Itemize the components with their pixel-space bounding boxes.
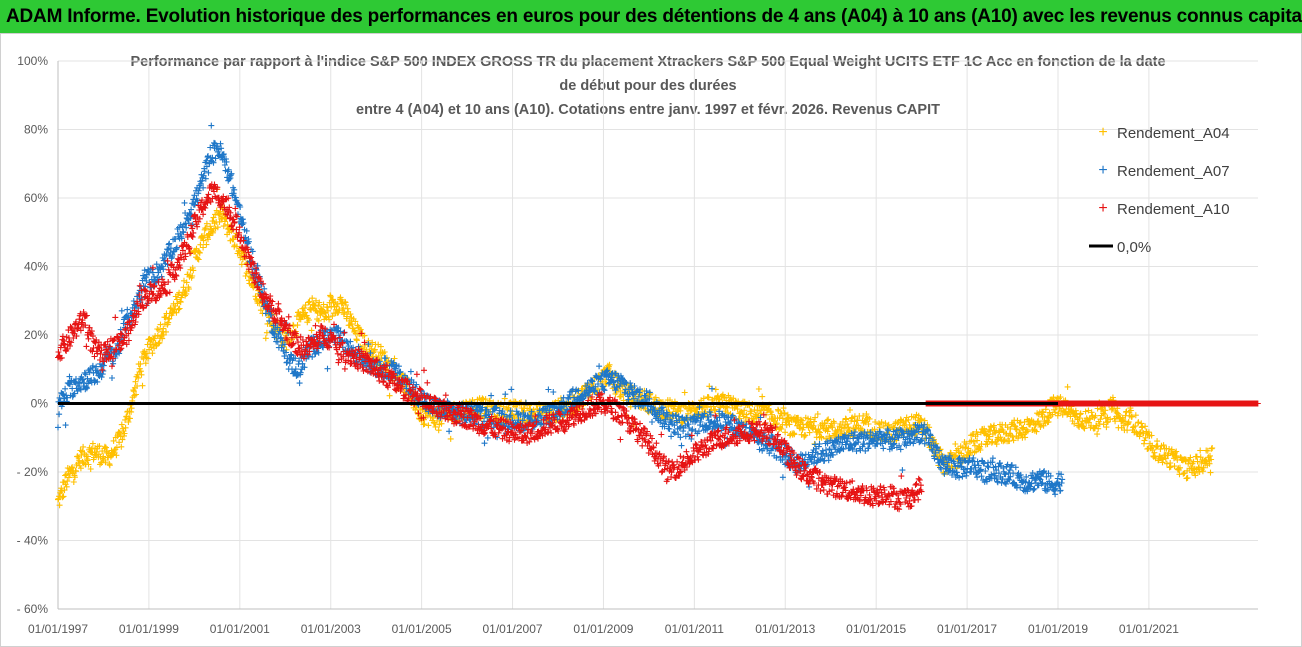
legend-item-zero: 0,0% [1089, 239, 1151, 256]
x-tick-label: 01/01/2005 [392, 622, 452, 636]
data-points [55, 122, 1261, 513]
scatter-marks-rendement_a04 [55, 186, 1216, 509]
legend-label-zero: 0,0% [1117, 239, 1151, 256]
legend-label-a10: Rendement_A10 [1117, 201, 1230, 218]
y-tick-label: 40% [24, 260, 48, 274]
chart-title: Performance par rapport à l'indice S&P 5… [130, 54, 1165, 118]
x-tick-label: 01/01/1999 [119, 622, 179, 636]
x-axis-ticks: 01/01/1997 01/01/1999 01/01/2001 01/01/2003… [28, 622, 1179, 636]
x-tick-label: 01/01/2009 [573, 622, 633, 636]
chart-legend: + Rendement_A04 + Rendement_A07 + Rendem… [1089, 124, 1230, 256]
legend-marker-a04: + [1098, 124, 1107, 141]
chart-area: Performance par rapport à l'indice S&P 5… [0, 33, 1302, 647]
x-tick-label: 01/01/2019 [1028, 622, 1088, 636]
y-tick-label: 0% [31, 397, 49, 411]
x-tick-label: 01/01/2011 [665, 622, 724, 636]
x-tick-label: 01/01/2021 [1119, 622, 1179, 636]
legend-marker-a10: + [1098, 200, 1107, 217]
legend-item-a07: + Rendement_A07 [1098, 162, 1229, 180]
y-tick-label: - 20% [17, 465, 49, 479]
chart-title-line-3: entre 4 (A04) et 10 ans (A10). Cotations… [356, 102, 940, 118]
y-tick-label: - 40% [17, 534, 49, 548]
x-tick-label: 01/01/1997 [28, 622, 88, 636]
scatter-marks-rendement_a10 [55, 181, 1261, 513]
legend-label-a04: Rendement_A04 [1117, 125, 1230, 142]
x-tick-label: 01/01/2015 [846, 622, 906, 636]
x-tick-label: 01/01/2003 [301, 622, 361, 636]
gridlines [57, 60, 1258, 610]
x-tick-label: 01/01/2001 [210, 622, 270, 636]
y-axis-ticks: 100% 80% 60% 40% 20% 0% - 20% - 40% - 60% [17, 54, 49, 616]
y-tick-label: - 60% [17, 602, 49, 616]
legend-item-a10: + Rendement_A10 [1098, 200, 1229, 218]
performance-scatter-chart: Performance par rapport à l'indice S&P 5… [17, 54, 1261, 636]
series-rendement_a04 [55, 186, 1216, 509]
legend-label-a07: Rendement_A07 [1117, 163, 1230, 180]
y-tick-label: 80% [24, 123, 48, 137]
chart-title-line-1: Performance par rapport à l'indice S&P 5… [130, 54, 1165, 70]
legend-item-a04: + Rendement_A04 [1098, 124, 1229, 142]
scatter-marks-rendement_a07 [55, 122, 1066, 498]
y-tick-label: 100% [17, 54, 48, 68]
series-rendement_a10 [55, 181, 1261, 513]
x-tick-label: 01/01/2013 [755, 622, 815, 636]
series-rendement_a07 [55, 122, 1066, 498]
y-tick-label: 60% [24, 191, 48, 205]
report-header-title: ADAM Informe. Evolution historique des p… [0, 0, 1302, 33]
legend-marker-a07: + [1098, 162, 1107, 179]
y-tick-label: 20% [24, 328, 48, 342]
x-tick-label: 01/01/2007 [483, 622, 543, 636]
x-tick-label: 01/01/2017 [937, 622, 997, 636]
chart-title-line-2: de début pour des durées [559, 78, 736, 94]
